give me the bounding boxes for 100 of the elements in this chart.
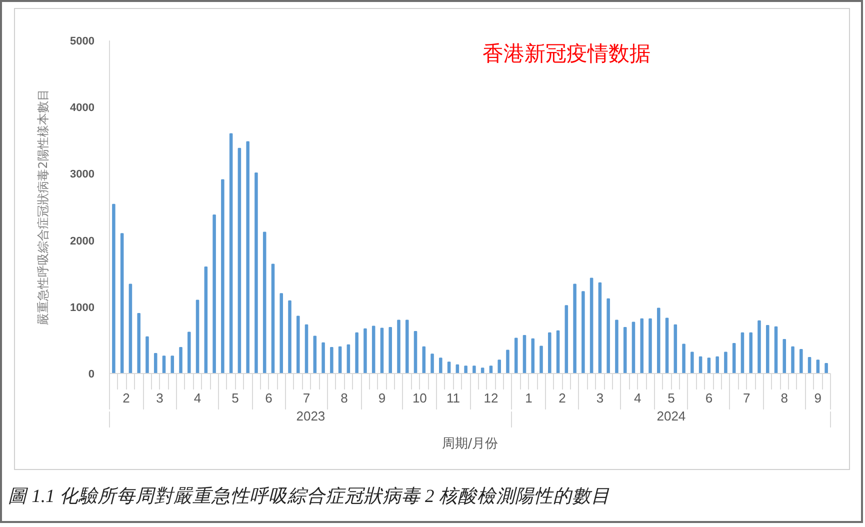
x-tick-label: 7: [302, 390, 310, 406]
x-tick-label: 9: [378, 390, 386, 406]
bar: [296, 316, 300, 374]
bar: [120, 233, 124, 374]
bar: [422, 346, 426, 374]
text: 2023: [296, 408, 326, 424]
x-tick-label: 11: [446, 390, 460, 406]
bar: [506, 350, 510, 374]
bar: [548, 332, 552, 374]
x-tick-label: 5: [232, 390, 239, 406]
caption: 圖 1.1 化驗所每周對嚴重急性呼吸綜合症冠狀病毒 2 核酸檢測陽性的數目: [8, 486, 610, 509]
chart-title: 香港新冠疫情数据: [482, 42, 651, 66]
bar: [346, 344, 350, 374]
bar: [766, 325, 770, 374]
bar: [304, 324, 308, 374]
bar: [674, 324, 678, 374]
bar: [364, 328, 367, 374]
y-tick-label: 2000: [70, 235, 95, 248]
x-tick-label: 4: [194, 390, 202, 406]
bar: [564, 305, 568, 374]
bar: [665, 318, 669, 374]
bar: [212, 214, 216, 374]
bar: [556, 330, 560, 374]
x-tick-label: 3: [596, 390, 604, 406]
x-tick-label: 10: [412, 390, 427, 406]
bar: [489, 366, 493, 374]
bar: [162, 356, 166, 374]
bar: [254, 172, 258, 374]
x-tick-label: 5: [668, 390, 675, 406]
bar: [397, 320, 400, 374]
bar: [540, 346, 543, 374]
bar: [782, 339, 786, 374]
bar: [196, 300, 200, 374]
bar: [800, 349, 803, 374]
x-tick-label: 7: [743, 390, 750, 406]
x-tick-label: 1: [525, 390, 532, 406]
bar: [170, 356, 174, 374]
bar: [640, 318, 644, 374]
bar: [598, 282, 602, 374]
y-tick-label: 1000: [70, 302, 95, 314]
x-tick-label: 2: [558, 390, 566, 406]
bar: [447, 362, 451, 374]
bar: [229, 133, 233, 374]
bar: [573, 284, 576, 374]
x-tick-label: 4: [634, 390, 642, 406]
bar: [623, 327, 627, 374]
bar: [615, 320, 618, 374]
bar: [238, 148, 242, 374]
y-tick-label: 4000: [70, 102, 95, 114]
bar: [472, 366, 476, 374]
y-tick-label: 0: [88, 368, 95, 380]
bar: [774, 326, 778, 374]
bar: [204, 266, 208, 374]
bar: [154, 353, 158, 374]
bar: [740, 332, 744, 374]
bar: [146, 336, 149, 374]
bar: [698, 356, 702, 374]
bar: [221, 179, 224, 374]
x-tick-label: 9: [814, 390, 822, 406]
bar: [758, 320, 761, 374]
bar: [380, 328, 384, 374]
bar: [816, 360, 820, 374]
bar: [313, 336, 317, 374]
bar: [439, 358, 442, 374]
bar: [522, 335, 526, 374]
bar: [288, 300, 292, 374]
bar: [355, 332, 358, 374]
bar: [632, 322, 636, 374]
y-axis-title: 嚴重急性呼吸綜合症冠狀病毒2陽性樣本數目: [36, 89, 50, 325]
bar: [179, 347, 182, 374]
bar: [749, 332, 752, 374]
bar: [648, 318, 652, 374]
bar: [430, 354, 434, 374]
bar: [531, 338, 535, 374]
bar: [280, 293, 284, 374]
x-tick-label: 2: [122, 390, 130, 406]
bar: [690, 352, 694, 374]
y-tick-label: 5000: [70, 36, 95, 48]
x-tick-label: 6: [705, 390, 713, 406]
bar: [388, 327, 392, 374]
bar: [498, 360, 501, 374]
x-tick-label: 8: [340, 390, 348, 406]
bar: [791, 346, 794, 374]
bar: [322, 342, 325, 374]
x-axis-title: 周期/月份: [442, 436, 498, 452]
bar: [414, 331, 418, 374]
bar: [590, 278, 594, 374]
bar: [405, 320, 409, 374]
bar: [514, 338, 518, 374]
x-tick-label: 12: [484, 390, 498, 406]
x-tick-label: 3: [156, 390, 164, 406]
bar: [732, 343, 736, 374]
bar: [372, 326, 376, 374]
bar: [707, 358, 711, 374]
bar: [338, 346, 342, 374]
bar: [824, 363, 828, 374]
bar: [188, 332, 191, 374]
bar: [716, 356, 719, 374]
bar: [128, 284, 132, 374]
bar: [808, 357, 812, 374]
